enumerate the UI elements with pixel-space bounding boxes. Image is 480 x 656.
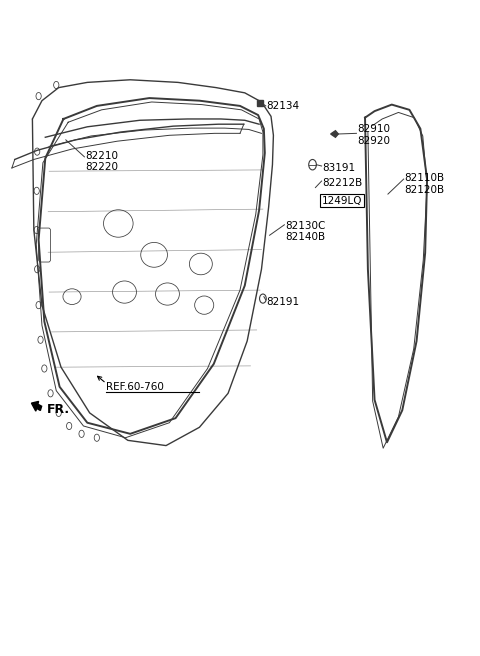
Text: 83191: 83191 [322,163,355,173]
Text: 82910
82920: 82910 82920 [357,125,390,146]
Text: 82210
82220: 82210 82220 [85,151,118,173]
FancyArrow shape [32,401,42,411]
Text: 82134: 82134 [266,101,300,111]
Text: 1249LQ: 1249LQ [322,195,362,205]
Text: 82110B
82120B: 82110B 82120B [405,173,445,195]
Text: 82130C
82140B: 82130C 82140B [285,220,326,242]
Text: 82191: 82191 [266,297,300,307]
Bar [257,100,263,106]
Polygon shape [331,131,338,137]
Text: FR.: FR. [47,403,70,416]
Text: 82212B: 82212B [322,178,362,188]
Text: REF.60-760: REF.60-760 [107,382,164,392]
